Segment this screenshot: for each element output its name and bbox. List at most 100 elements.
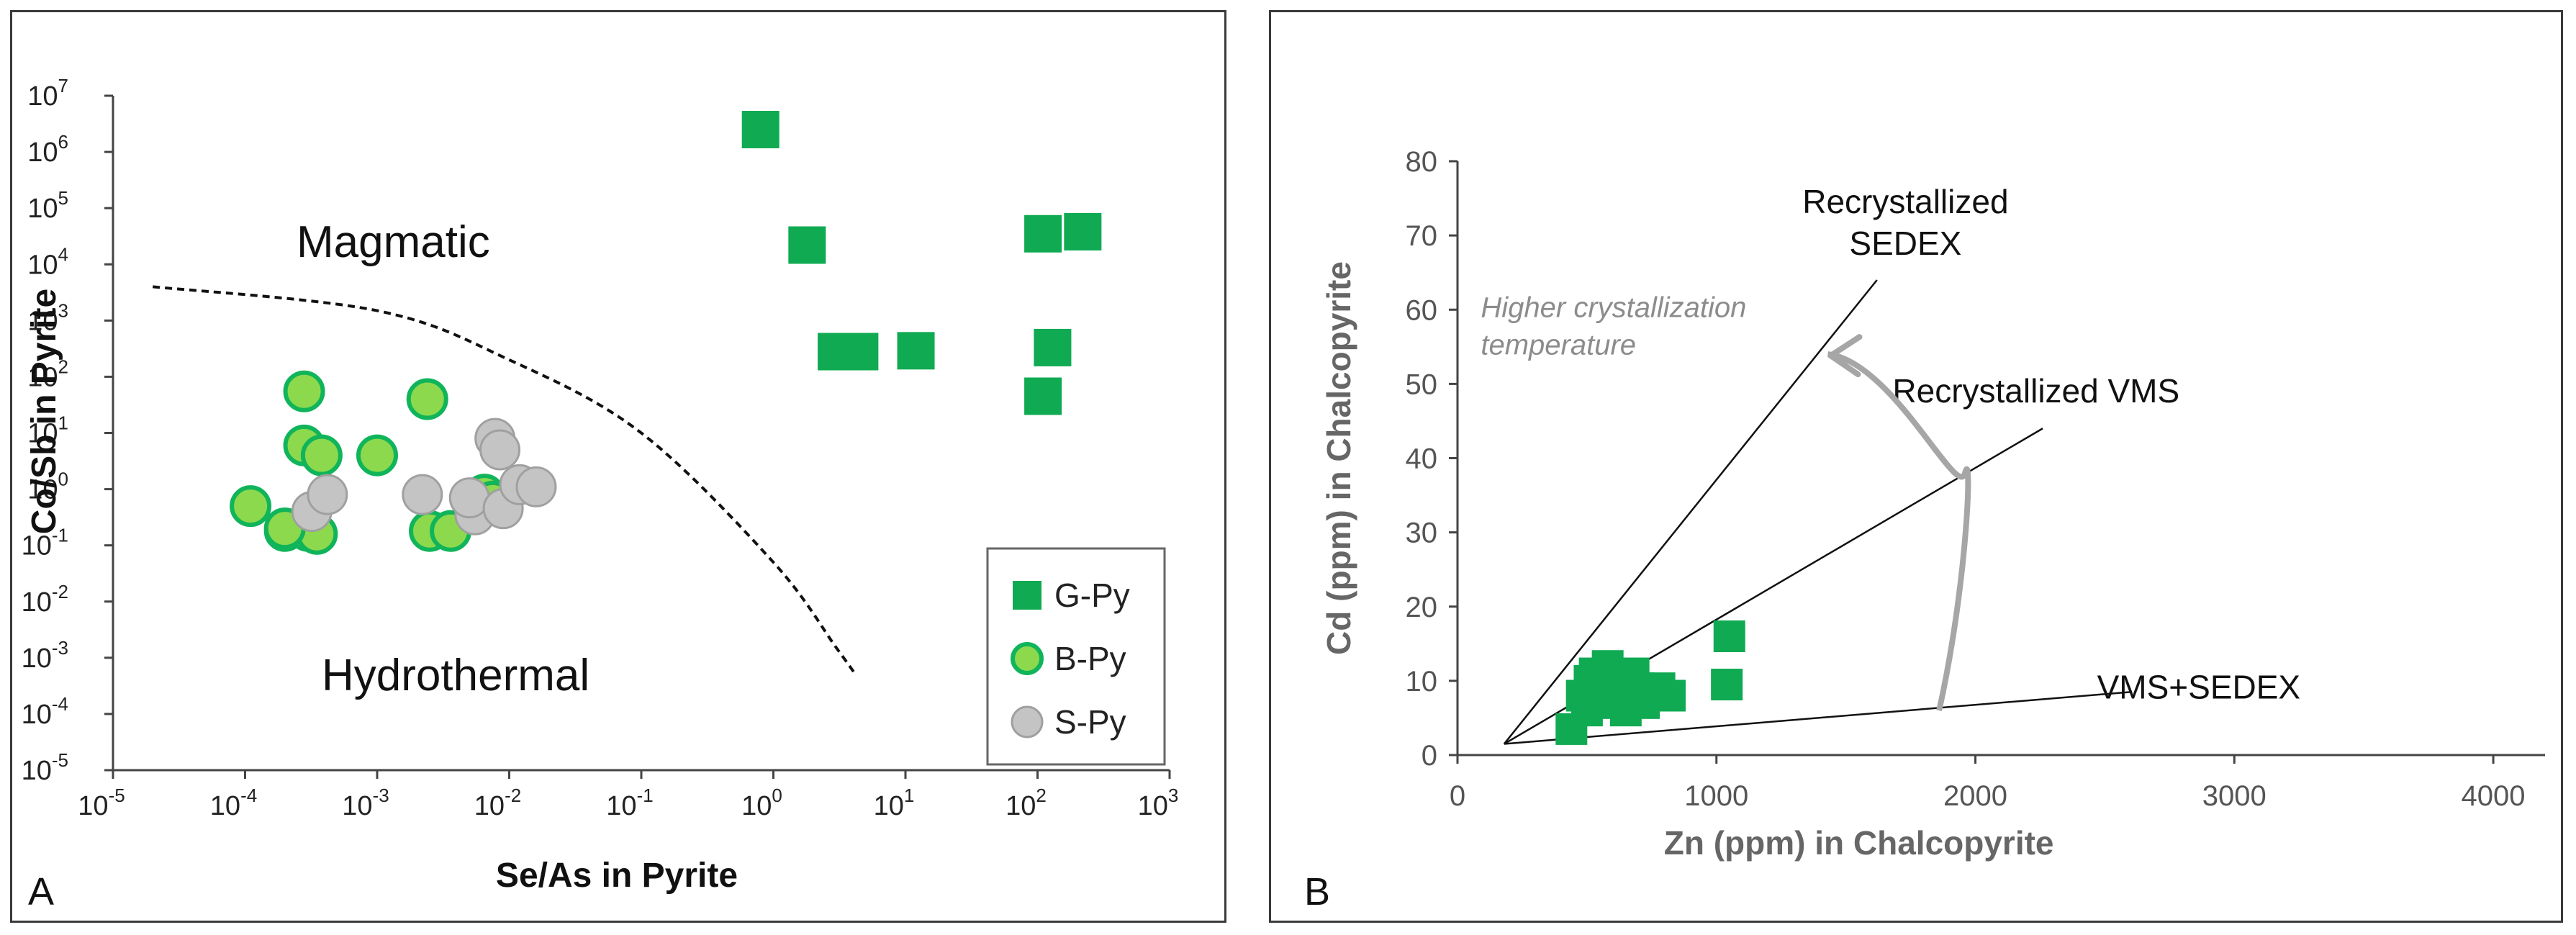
x-tick-base: 10	[342, 791, 372, 821]
chart-a-svg: 10-510-410-310-210-110010110210310410510…	[22, 75, 1179, 913]
arrow-head	[1827, 334, 1863, 378]
y-tick-label: 10-2	[22, 581, 68, 618]
y-tick-base: 10	[27, 194, 58, 224]
x-tick-label: 10-3	[342, 785, 389, 821]
data-point-g-py	[1024, 214, 1062, 253]
x-tick-label: 100	[741, 785, 782, 821]
chart-b-svg: 0 10 20 30 40 50 60 70 80 0 1000 2000 3000 4000 Zn (pp…	[1304, 146, 2545, 913]
reference-line	[1503, 279, 1878, 745]
data-point-s-py	[307, 474, 348, 515]
y-tick-label: 10-4	[22, 693, 68, 730]
y-tick-base: 10	[27, 306, 58, 336]
y-tick-base: 10	[22, 700, 52, 730]
panel-letter-b: B	[1304, 870, 1330, 913]
data-point-b-py	[283, 370, 325, 412]
data-point-b-py	[406, 378, 448, 420]
y-tick-label: 107	[27, 75, 68, 112]
panel-b: 0 10 20 30 40 50 60 70 80 0 1000 2000 3000 4000 Zn (pp…	[1269, 10, 2563, 923]
x-tick-base: 10	[78, 791, 108, 821]
data-point-g-py	[741, 111, 779, 149]
data-point-s-py	[515, 466, 557, 507]
y-tick-exponent: 7	[58, 75, 68, 96]
y-tick-label: 10	[1406, 666, 1438, 697]
y-tick-label: 101	[27, 412, 68, 449]
x-tick-base: 10	[741, 791, 772, 821]
legend-swatch-g-py	[1013, 581, 1041, 610]
y-tick-exponent: -4	[52, 693, 68, 715]
y-tick-base: 10	[22, 643, 52, 674]
x-tick-base: 10	[874, 791, 904, 821]
data-point-g-py	[1024, 377, 1062, 415]
y-tick-exponent: 3	[58, 299, 68, 321]
x-tick-exponent: -1	[637, 785, 654, 806]
y-tick-label: 104	[27, 243, 68, 280]
data-point-g-py	[1034, 328, 1072, 366]
y-tick-exponent: 5	[58, 187, 68, 209]
x-tick-exponent: 0	[772, 785, 782, 806]
y-tick-base: 10	[27, 419, 58, 449]
y-tick-base: 10	[27, 250, 58, 280]
panel-letter-a: A	[28, 870, 54, 913]
data-point-g-py	[897, 332, 935, 370]
y-tick-label: 30	[1406, 518, 1438, 549]
label-line: Recrystallized	[1802, 183, 2008, 220]
x-tick-exponent: -4	[240, 785, 257, 806]
y-tick-exponent: 1	[58, 412, 68, 434]
data-point-b-py	[356, 434, 398, 476]
y-axis-title: Cd (ppm) in Chalcopyrite	[1320, 261, 1357, 655]
y-tick-base: 10	[27, 81, 58, 112]
x-tick-base: 10	[1005, 791, 1036, 821]
y-tick-label: 10-5	[22, 749, 68, 786]
legend-swatch-b-py	[1011, 642, 1044, 675]
x-tick-base: 10	[606, 791, 636, 821]
label-higher-crystallization: Higher crystallization temperature	[1481, 292, 1746, 361]
y-tick-base: 10	[27, 362, 58, 392]
x-tick-exponent: -5	[109, 785, 125, 806]
y-tick-label: 0	[1422, 740, 1437, 772]
y-tick-exponent: -1	[52, 525, 68, 546]
y-tick-exponent: 0	[58, 469, 68, 490]
x-tick-exponent: 3	[1168, 785, 1178, 806]
label-recrystallized-sedex: Recrystallized SEDEX	[1802, 183, 2008, 262]
x-tick-label: 4000	[2462, 780, 2526, 812]
y-tick-label: 40	[1406, 443, 1438, 475]
x-tick-label: 1000	[1684, 780, 1748, 812]
label-line: SEDEX	[1849, 225, 1961, 262]
label-line: Higher crystallization	[1481, 292, 1746, 324]
x-tick-label: 10-2	[474, 785, 521, 821]
region-label-magmatic: Magmatic	[297, 217, 490, 267]
data-point-chalcopyrite	[1713, 620, 1745, 652]
data-point-g-py	[841, 333, 879, 371]
y-tick-label: 100	[27, 469, 68, 505]
y-tick-label: 10-3	[22, 637, 68, 674]
y-tick-label: 60	[1406, 294, 1438, 326]
data-point-g-py	[788, 226, 826, 264]
reference-line	[1504, 691, 2131, 745]
temperature-arrow	[1827, 351, 1971, 711]
legend-swatch-s-py	[1011, 705, 1044, 738]
y-tick-label: 70	[1406, 220, 1438, 252]
data-point-chalcopyrite	[1654, 679, 1686, 712]
y-tick-exponent: -3	[52, 637, 68, 659]
data-point-g-py	[1064, 212, 1102, 250]
y-tick-label: 20	[1406, 592, 1438, 623]
y-tick-exponent: 4	[58, 243, 68, 265]
data-point-s-py	[402, 474, 443, 515]
label-vms-sedex: VMS+SEDEX	[2097, 669, 2301, 706]
data-point-s-py	[479, 429, 521, 471]
y-tick-label: 105	[27, 187, 68, 224]
y-tick-label: 106	[27, 131, 68, 168]
x-tick-exponent: 1	[904, 785, 914, 806]
y-tick-label: 80	[1406, 146, 1438, 178]
y-tick-exponent: 2	[58, 356, 68, 377]
data-point-b-py	[230, 485, 272, 528]
x-tick-exponent: 2	[1036, 785, 1046, 806]
y-tick-label: 102	[27, 356, 68, 392]
y-tick-label: 50	[1406, 369, 1438, 400]
region-label-hydrothermal: Hydrothermal	[322, 651, 589, 700]
x-tick-exponent: -3	[373, 785, 389, 806]
y-tick-exponent: 6	[58, 131, 68, 153]
x-tick-base: 10	[210, 791, 240, 821]
legend-label: G-Py	[1054, 577, 1130, 614]
x-tick-base: 10	[1138, 791, 1168, 821]
